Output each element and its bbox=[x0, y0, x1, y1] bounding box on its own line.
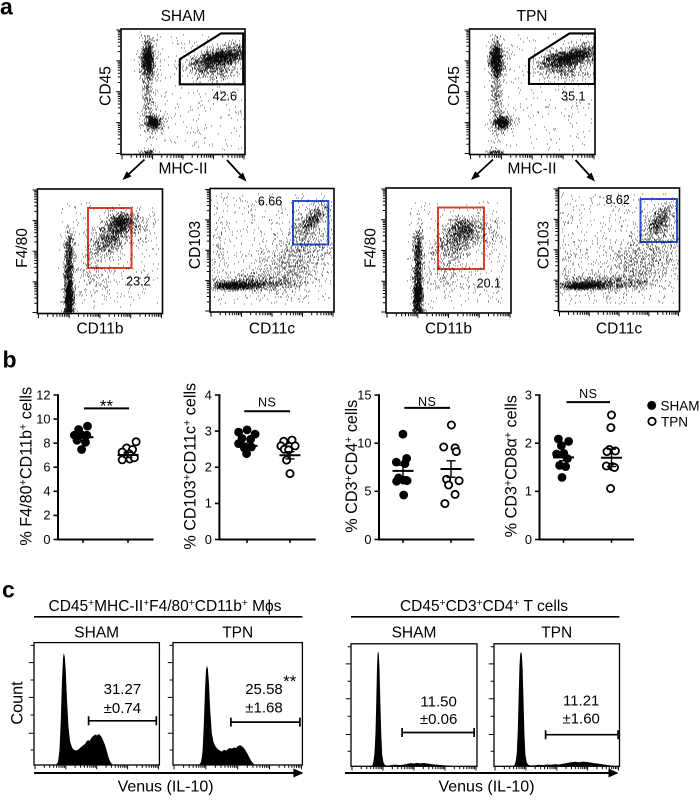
svg-text:% F4/80+CD11b+ cells: % F4/80+CD11b+ cells bbox=[17, 387, 35, 546]
svg-text:b: b bbox=[3, 347, 17, 373]
svg-text:MHC-II: MHC-II bbox=[507, 161, 556, 178]
svg-text:a: a bbox=[0, 0, 13, 20]
svg-text:NS: NS bbox=[418, 395, 436, 409]
svg-text:4: 4 bbox=[205, 387, 212, 402]
svg-text:0: 0 bbox=[205, 532, 212, 547]
svg-text:CD11b: CD11b bbox=[76, 321, 123, 338]
svg-text:% CD3+CD8α+ cells: % CD3+CD8α+ cells bbox=[502, 395, 520, 537]
svg-text:TPN: TPN bbox=[541, 625, 572, 642]
svg-text:6: 6 bbox=[43, 460, 50, 475]
svg-text:±0.06: ±0.06 bbox=[420, 711, 457, 728]
svg-text:1: 1 bbox=[205, 496, 212, 511]
svg-text:SHAM: SHAM bbox=[392, 625, 437, 642]
svg-text:TPN: TPN bbox=[222, 625, 253, 642]
svg-text:CD11b: CD11b bbox=[425, 321, 472, 338]
svg-text:F4/80: F4/80 bbox=[14, 228, 31, 268]
svg-text:SHAM: SHAM bbox=[161, 8, 206, 25]
svg-text:0: 0 bbox=[43, 532, 50, 547]
svg-text:10: 10 bbox=[357, 435, 371, 450]
svg-text:% CD103+CD11c+ cells: % CD103+CD11c+ cells bbox=[181, 383, 199, 550]
svg-text:12: 12 bbox=[36, 387, 50, 402]
svg-text:11.50: 11.50 bbox=[420, 693, 456, 710]
svg-text:F4/80: F4/80 bbox=[363, 228, 380, 268]
svg-text:CD45: CD45 bbox=[446, 66, 463, 106]
svg-text:**: ** bbox=[100, 397, 114, 416]
svg-text:TPN: TPN bbox=[661, 414, 688, 429]
svg-text:% CD3+CD4+ cells: % CD3+CD4+ cells bbox=[343, 400, 361, 533]
svg-text:8.62: 8.62 bbox=[606, 193, 630, 207]
svg-text:20.1: 20.1 bbox=[477, 277, 501, 291]
svg-text:2: 2 bbox=[205, 460, 212, 475]
svg-text:15: 15 bbox=[357, 387, 371, 402]
svg-text:NS: NS bbox=[258, 395, 276, 409]
svg-text:CD11c: CD11c bbox=[249, 321, 295, 338]
svg-text:Venus (IL-10): Venus (IL-10) bbox=[438, 779, 534, 796]
svg-text:3: 3 bbox=[205, 423, 212, 438]
svg-text:2: 2 bbox=[525, 435, 532, 450]
svg-text:1: 1 bbox=[525, 484, 532, 499]
svg-text:±1.68: ±1.68 bbox=[245, 699, 282, 716]
svg-text:0: 0 bbox=[525, 532, 532, 547]
svg-text:Count: Count bbox=[9, 681, 27, 725]
svg-text:SHAM: SHAM bbox=[74, 625, 119, 642]
svg-text:25.58: 25.58 bbox=[245, 681, 283, 698]
svg-text:CD45: CD45 bbox=[98, 66, 115, 106]
svg-text:SHAM: SHAM bbox=[661, 398, 700, 413]
svg-text:2: 2 bbox=[43, 508, 50, 523]
svg-text:NS: NS bbox=[579, 387, 597, 401]
svg-text:11.21: 11.21 bbox=[563, 692, 599, 709]
svg-text:CD45+MHC-II+F4/80+CD11b+ Mϕs: CD45+MHC-II+F4/80+CD11b+ Mϕs bbox=[49, 598, 282, 615]
svg-text:±0.74: ±0.74 bbox=[104, 700, 141, 717]
svg-text:CD11c: CD11c bbox=[596, 321, 642, 338]
svg-text:35.1: 35.1 bbox=[561, 90, 585, 104]
svg-text:5: 5 bbox=[364, 484, 371, 499]
svg-text:23.2: 23.2 bbox=[126, 275, 150, 289]
svg-text:3: 3 bbox=[525, 387, 532, 402]
svg-text:8: 8 bbox=[43, 435, 50, 450]
svg-text:c: c bbox=[2, 577, 15, 603]
svg-text:CD103: CD103 bbox=[536, 221, 553, 269]
svg-text:TPN: TPN bbox=[517, 8, 548, 25]
svg-text:CD103: CD103 bbox=[187, 221, 204, 269]
svg-text:4: 4 bbox=[43, 484, 50, 499]
svg-text:6.66: 6.66 bbox=[258, 195, 282, 209]
svg-text:MHC-II: MHC-II bbox=[158, 161, 207, 178]
svg-text:±1.60: ±1.60 bbox=[562, 711, 599, 728]
svg-text:**: ** bbox=[283, 672, 297, 691]
svg-text:10: 10 bbox=[36, 411, 50, 426]
svg-text:31.27: 31.27 bbox=[104, 681, 142, 698]
svg-text:CD45+CD3+CD4+ T cells: CD45+CD3+CD4+ T cells bbox=[400, 598, 568, 615]
svg-text:Venus (IL-10): Venus (IL-10) bbox=[118, 779, 214, 796]
svg-text:0: 0 bbox=[364, 532, 371, 547]
